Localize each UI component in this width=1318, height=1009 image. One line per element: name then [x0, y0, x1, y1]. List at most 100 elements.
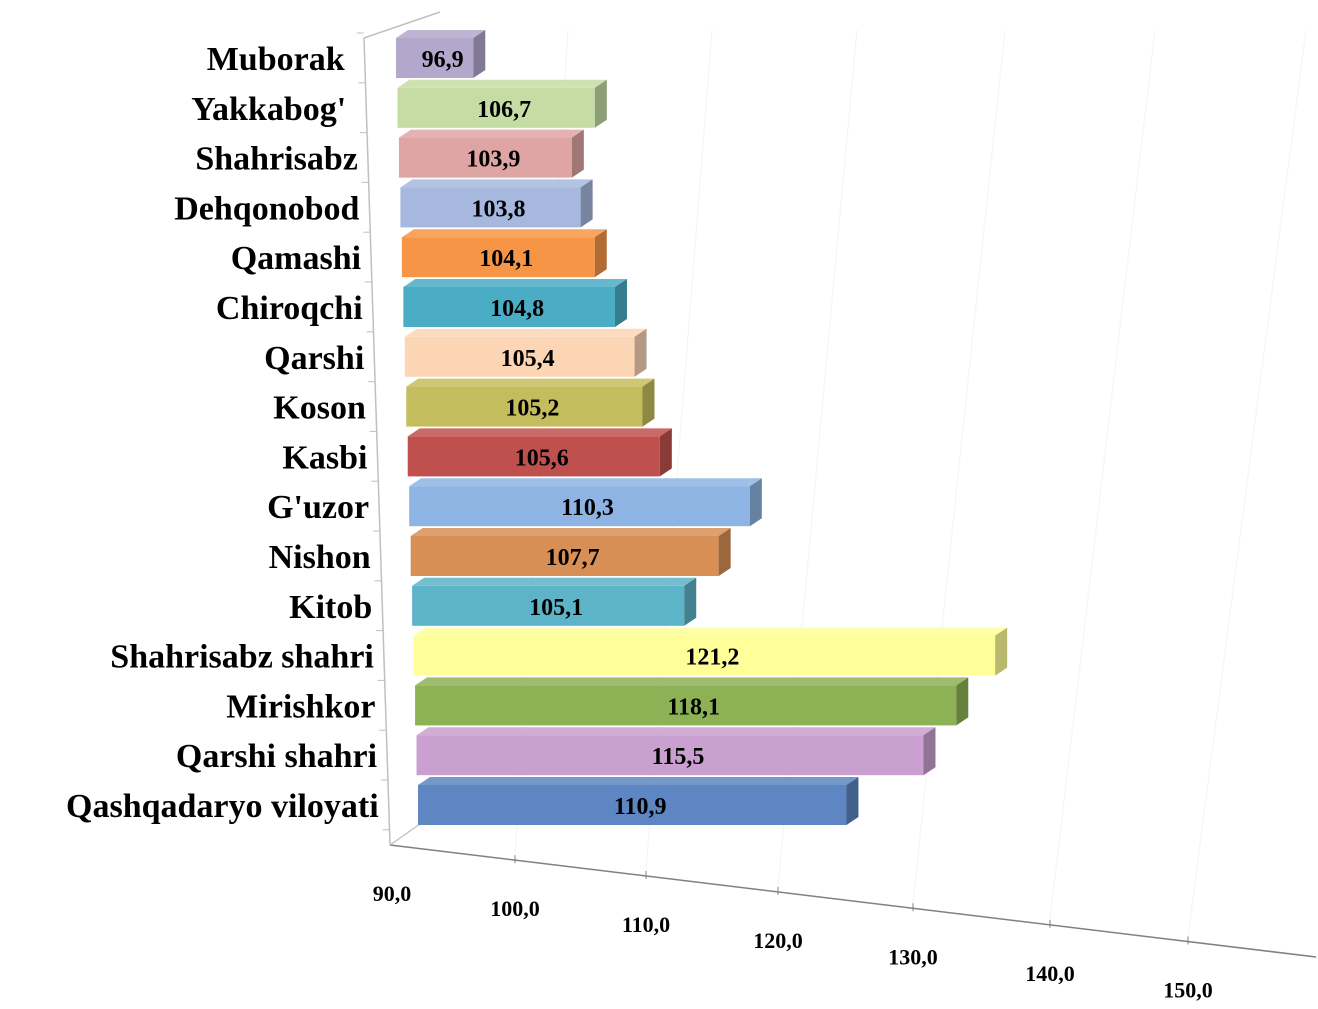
category-label: Muborak	[207, 41, 345, 78]
category-label: Qarshi	[264, 340, 364, 377]
bar-end-face	[684, 577, 697, 626]
data-label: 105,2	[505, 396, 559, 422]
bar-top-face	[416, 727, 936, 736]
bar-end-face	[580, 179, 593, 228]
bar-front-face	[400, 187, 581, 228]
bar	[403, 279, 627, 327]
category-label: Dehqonobod	[174, 190, 359, 227]
data-label: 104,8	[490, 296, 544, 322]
bar-top-face	[409, 478, 762, 487]
bars	[396, 30, 1008, 825]
bar-top-face	[413, 627, 1008, 636]
category-label: G'uzor	[267, 489, 369, 526]
bar-end-face	[718, 528, 731, 576]
bar-top-face	[401, 229, 607, 238]
bar-front-face	[398, 137, 572, 178]
bar-front-face	[406, 386, 643, 427]
value-labels: 96,9 106,7 103,9 103,8 104,1 104,8 105,4 105,2 1…	[422, 47, 740, 820]
bar-front-face	[416, 735, 924, 776]
bar-front-face	[407, 436, 660, 477]
category-label: Qashqadaryo viloyati	[66, 788, 379, 825]
bar-end-face	[571, 129, 584, 178]
category-labels: Muborak Yakkabog' Shahrisabz Dehqonobod Qama…	[66, 41, 379, 825]
data-label: 96,9	[422, 47, 464, 73]
bar	[397, 79, 607, 128]
bar-front-face	[412, 585, 685, 626]
bar	[400, 179, 593, 228]
x-tick-label: 90,0	[373, 881, 412, 906]
bar-top-face	[404, 328, 647, 337]
category-label: Kasbi	[282, 439, 367, 476]
bar-top-face	[410, 528, 731, 536]
bar-front-face	[418, 785, 847, 825]
bar	[398, 129, 584, 178]
category-label: Nishon	[269, 539, 371, 576]
data-label: 103,9	[466, 147, 520, 173]
bar-front-face	[396, 38, 474, 78]
bar	[401, 229, 607, 278]
bar-end-face	[642, 378, 655, 427]
category-label: Qamashi	[231, 240, 361, 277]
bar-front-face	[413, 635, 996, 676]
x-tick-label: 120,0	[753, 928, 803, 953]
bar-end-face	[614, 279, 627, 327]
x-tick-labels: 90,0 100,0 110,0 120,0 130,0 140,0 150,0	[373, 881, 1213, 1002]
bar-top-face	[403, 279, 627, 287]
x-tick-label: 110,0	[622, 912, 670, 937]
bar-front-face	[410, 536, 719, 576]
wall-top-edge	[363, 11, 441, 39]
bar-end-face	[659, 428, 672, 477]
data-label: 110,3	[561, 495, 614, 521]
x-tick-label: 150,0	[1163, 978, 1213, 1003]
bar-end-face	[473, 30, 486, 78]
bar-end-face	[956, 677, 969, 726]
bar	[404, 328, 647, 377]
bar	[396, 30, 486, 78]
x-tick-label: 140,0	[1025, 961, 1075, 986]
category-label: Qarshi shahri	[176, 738, 377, 775]
y-axis-line	[363, 37, 391, 846]
data-label: 110,9	[614, 794, 667, 820]
x-axis-line	[389, 844, 1317, 958]
bar-top-face	[398, 129, 584, 138]
data-label: 103,8	[472, 196, 526, 222]
bar-top-face	[406, 378, 655, 387]
category-label: Kitob	[289, 589, 372, 626]
bar-end-face	[846, 777, 859, 825]
bar-front-face	[409, 486, 750, 527]
bar	[410, 528, 731, 576]
axes	[356, 11, 1317, 958]
category-label: Shahrisabz	[195, 141, 358, 178]
bar-top-face	[412, 577, 697, 586]
bar-end-face	[594, 229, 607, 278]
bar-end-face	[995, 627, 1008, 676]
category-label: Mirishkor	[226, 688, 375, 725]
x-tick-label: 100,0	[490, 896, 540, 921]
bar-end-face	[594, 79, 607, 128]
bar-top-face	[415, 677, 969, 686]
data-label: 106,7	[477, 97, 531, 123]
data-label: 118,1	[667, 694, 720, 720]
data-label: 107,7	[546, 545, 600, 571]
bar-top-face	[418, 777, 859, 785]
bar-end-face	[923, 727, 936, 776]
bar	[412, 577, 697, 626]
bar-top-face	[407, 428, 672, 437]
bar	[416, 727, 936, 776]
bar-front-face	[397, 87, 595, 128]
bar-end-face	[749, 478, 762, 527]
category-label: Shahrisabz shahri	[110, 639, 374, 676]
bar-top-face	[400, 179, 593, 188]
data-label: 105,6	[515, 445, 569, 471]
bar-end-face	[634, 328, 647, 377]
bar	[406, 378, 655, 427]
data-label: 105,4	[501, 346, 555, 372]
bar	[415, 677, 969, 726]
bar	[418, 777, 859, 825]
data-label: 105,1	[529, 595, 583, 621]
bar	[413, 627, 1008, 676]
bar-top-face	[396, 30, 486, 38]
bar	[407, 428, 672, 477]
bar-front-face	[401, 237, 595, 278]
